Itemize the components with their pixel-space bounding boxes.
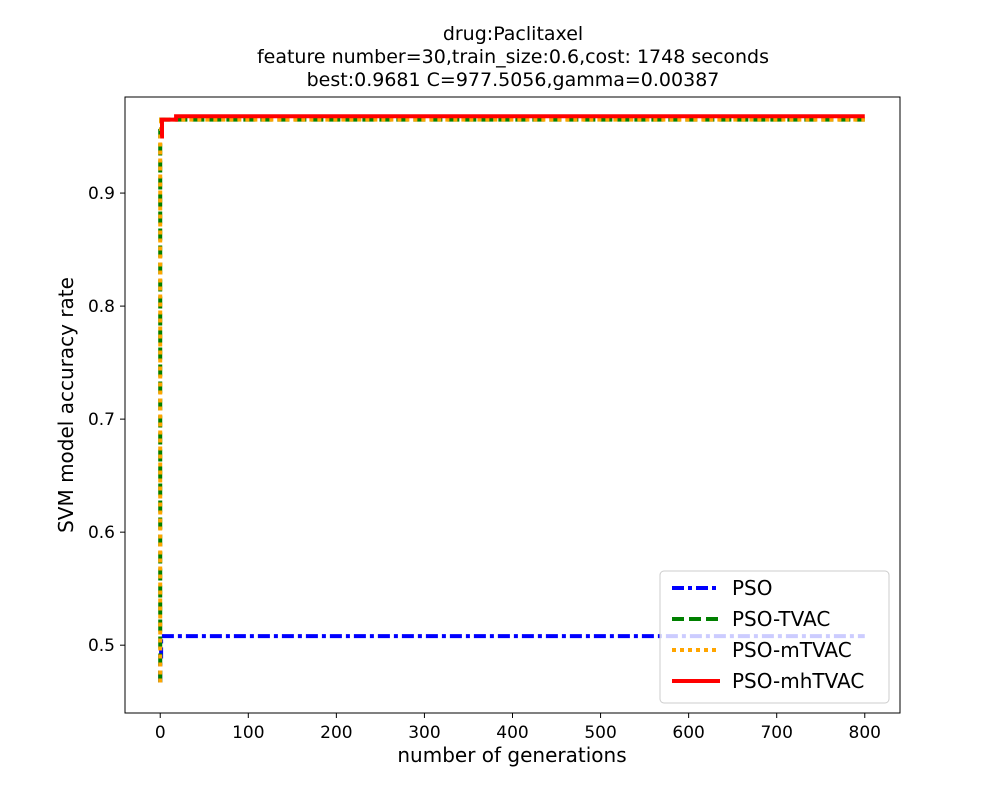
y-tick-label-2: 0.7 (88, 410, 115, 430)
y-axis-label: SVM model accuracy rate (54, 277, 78, 533)
legend-label-3: PSO-mhTVAC (732, 669, 864, 693)
series-layer (158, 114, 865, 683)
y-tick-label-1: 0.6 (88, 523, 115, 543)
chart-title-line-1: drug:Paclitaxel (443, 23, 583, 45)
chart-title-line-2: feature number=30,train_size:0.6,cost: 1… (257, 46, 769, 68)
legend-label-0: PSO (732, 576, 773, 600)
y-axis-ticks: 0.5 0.6 0.7 0.8 0.9 (88, 184, 125, 656)
legend-label-1: PSO-TVAC (732, 607, 830, 631)
x-axis-ticks: 0 100 200 300 400 500 600 700 800 (155, 713, 881, 743)
x-tick-label-1: 100 (232, 723, 264, 743)
y-tick-label-4: 0.9 (88, 184, 115, 204)
chart-title: drug:Paclitaxel feature number=30,train_… (257, 23, 769, 91)
x-tick-label-2: 200 (320, 723, 352, 743)
legend-box (659, 570, 890, 704)
x-tick-label-3: 300 (408, 723, 440, 743)
y-tick-label-0: 0.5 (88, 636, 115, 656)
x-tick-label-7: 700 (760, 723, 792, 743)
x-tick-label-4: 400 (496, 723, 528, 743)
chart-title-line-3: best:0.9681 C=977.5056,gamma=0.00387 (307, 69, 720, 91)
x-tick-label-5: 500 (584, 723, 616, 743)
legend: PSO PSO-TVAC PSO-mTVAC PSO-mhTVAC (659, 570, 890, 704)
x-axis-label: number of generations (397, 743, 626, 767)
legend-label-2: PSO-mTVAC (732, 638, 852, 662)
x-tick-label-8: 800 (849, 723, 881, 743)
x-tick-label-0: 0 (155, 723, 166, 743)
y-tick-label-3: 0.8 (88, 297, 115, 317)
series-line-3 (159, 114, 865, 139)
x-tick-label-6: 600 (672, 723, 704, 743)
